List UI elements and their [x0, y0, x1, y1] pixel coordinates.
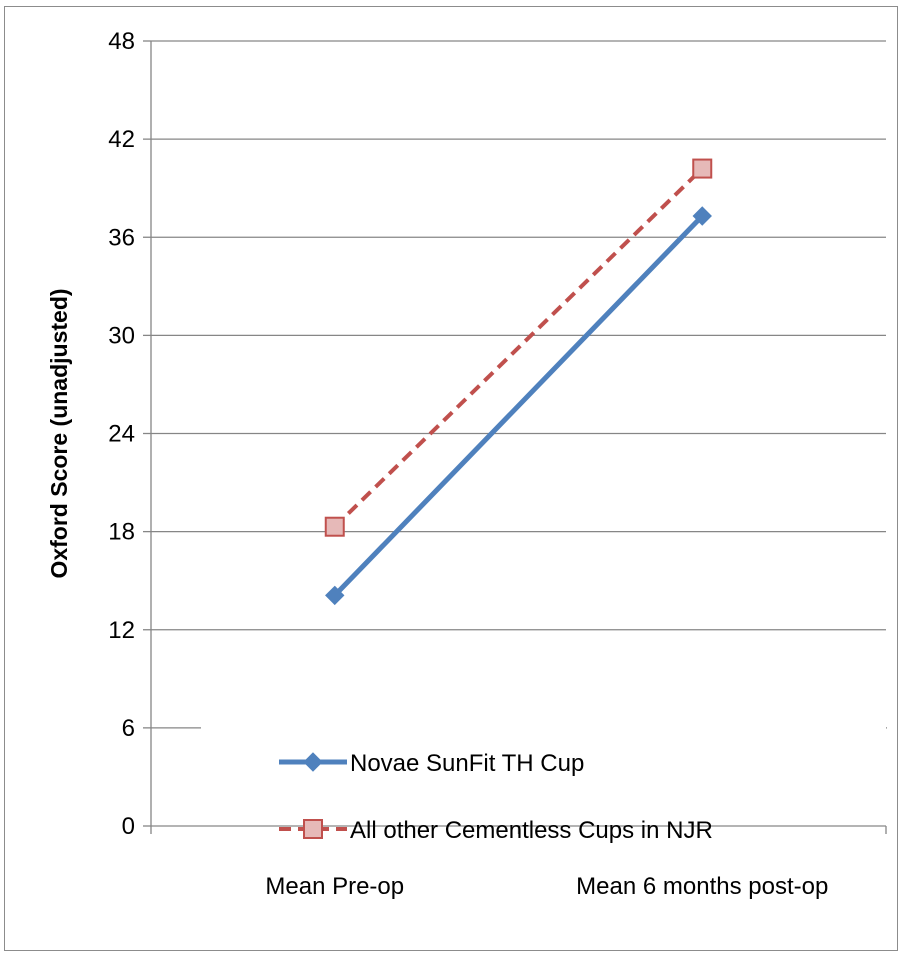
chart-frame: 0 6 12 18 24 30 36 42 48 Mean Pre-op Mean 6 month…: [4, 6, 898, 951]
legend-item-1: Novae SunFit TH Cup: [279, 750, 584, 777]
legend: Novae SunFit TH Cup All other Cementless …: [279, 750, 713, 844]
x-axis-tick-labels: Mean Pre-op Mean 6 months post-op: [265, 873, 828, 900]
y-tick-label-24: 24: [108, 421, 135, 448]
legend-label-1: Novae SunFit TH Cup: [350, 750, 584, 777]
y-tick-label-42: 42: [108, 126, 135, 153]
series-2-point-2: [692, 158, 713, 179]
series-1-point-1: [325, 585, 345, 606]
y-tick-label-0: 0: [122, 813, 135, 840]
series-1-point-2: [692, 206, 712, 226]
legend-item-2: All other Cementless Cups in NJR: [279, 817, 713, 844]
legend-marker-1: [303, 752, 323, 772]
line-chart: 0 6 12 18 24 30 36 42 48 Mean Pre-op Mean 6 month…: [46, 28, 887, 900]
axes: [143, 40, 887, 834]
y-tick-label-12: 12: [108, 617, 135, 644]
y-tick-label-48: 48: [108, 28, 135, 55]
series-2-point-1: [324, 516, 345, 537]
y-axis-tick-labels: 0 6 12 18 24 30 36 42 48: [108, 28, 135, 840]
series-group: [324, 158, 713, 606]
legend-label-2: All other Cementless Cups in NJR: [350, 817, 713, 844]
series-1: [325, 206, 712, 606]
x-tick-label-1: Mean Pre-op: [265, 873, 404, 900]
series-2-line: [333, 167, 704, 529]
y-tick-label-36: 36: [108, 224, 135, 251]
series-2: [324, 158, 713, 537]
gridlines: [151, 40, 887, 729]
series-1-line: [332, 214, 705, 598]
y-tick-label-18: 18: [108, 519, 135, 546]
y-tick-label-6: 6: [122, 715, 135, 742]
legend-marker-2: [303, 819, 323, 839]
x-tick-label-2: Mean 6 months post-op: [576, 873, 828, 900]
y-tick-label-30: 30: [108, 322, 135, 349]
y-axis-title: Oxford Score (unadjusted): [46, 288, 72, 578]
